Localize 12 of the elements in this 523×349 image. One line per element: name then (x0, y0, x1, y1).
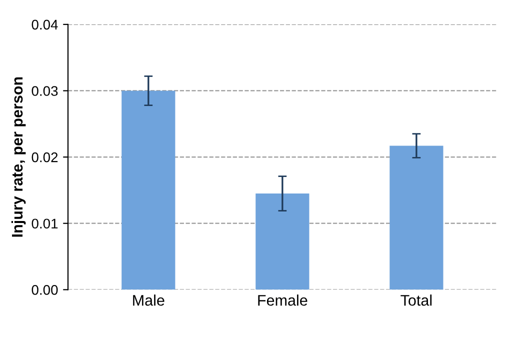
y-tick-label: 0.03 (32, 86, 58, 96)
y-axis-title: Injury rate, per person (11, 77, 26, 237)
x-tick-label: Total (400, 294, 432, 306)
x-tick-label: Male (133, 294, 164, 306)
y-tick-label: 0.00 (32, 285, 58, 295)
x-tick-label: Female (258, 294, 308, 306)
y-tick-label: 0.04 (32, 20, 58, 30)
bar (122, 90, 176, 290)
bar (390, 146, 444, 290)
bar (256, 194, 310, 290)
y-tick-label: 0.02 (32, 152, 58, 162)
y-tick-label: 0.01 (32, 218, 58, 229)
